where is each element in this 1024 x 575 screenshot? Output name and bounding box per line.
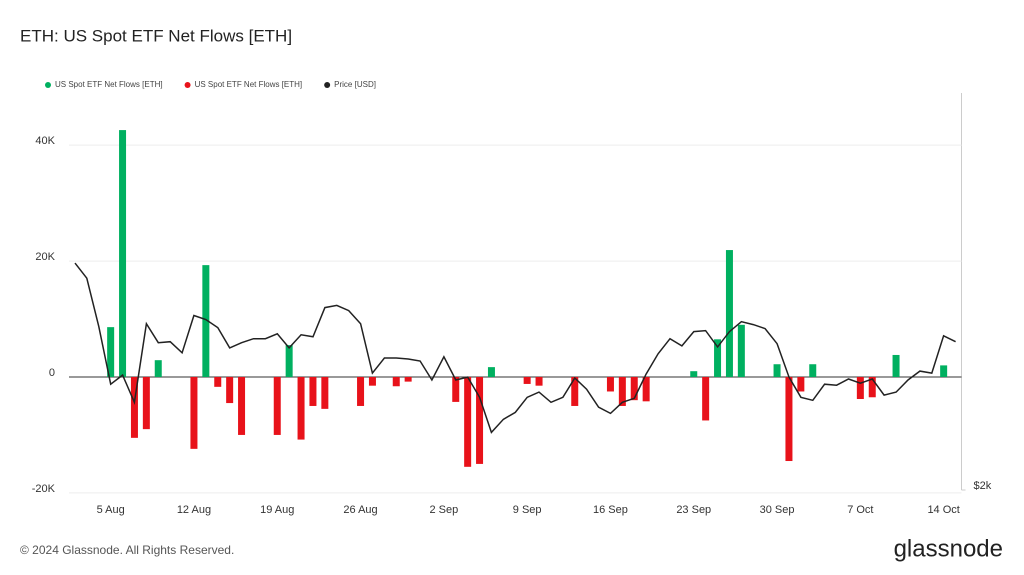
bar [571,376,579,406]
copyright: © 2024 Glassnode. All Rights Reserved. [20,543,234,557]
brand-logo: glassnode [894,535,1003,562]
legend-marker [45,82,51,88]
x-tick-label: 9 Sep [513,504,542,516]
legend-label: US Spot ETF Net Flows [ETH] [195,80,303,89]
x-tick-label: 14 Oct [927,504,959,516]
y-tick-label: -20K [32,483,56,495]
x-tick-label: 16 Sep [593,504,628,516]
bar [130,376,138,438]
bar [714,339,722,377]
bar [154,360,162,377]
x-tick-label: 7 Oct [847,504,873,516]
bar [202,265,210,377]
bar [725,250,733,377]
bar [785,376,793,462]
bar [690,371,698,377]
bar [357,376,365,406]
bar [392,376,400,387]
bar [142,376,150,430]
bar [226,376,234,404]
bar [273,376,281,435]
bar [476,376,484,464]
x-tick-label: 30 Sep [760,504,795,516]
bar [214,376,222,387]
bar [737,324,745,377]
legend-marker [324,82,331,88]
bar [464,376,472,467]
x-tick-label: 2 Sep [429,504,458,516]
bar [119,130,127,377]
bar [606,376,614,392]
legend-marker [184,82,191,88]
legend-label: Price [USD] [334,80,376,89]
x-tick-label: 12 Aug [177,504,211,516]
bar [618,376,626,406]
bar [404,376,412,382]
bar [487,367,495,377]
y-tick-label: 40K [35,135,55,147]
bar [107,327,115,377]
bar [238,376,246,435]
bar [797,376,805,392]
chart-title: ETH: US Spot ETF Net Flows [ETH] [20,26,292,45]
bar [190,376,198,449]
bar [773,364,781,377]
price-line [74,262,956,434]
x-tick-label: 26 Aug [343,504,377,516]
bar [297,376,305,440]
x-tick-label: 5 Aug [97,504,125,516]
bar [321,376,329,409]
bar [892,354,900,377]
bar [809,364,817,377]
y-tick-label: 0 [49,367,55,379]
bar [368,376,376,386]
x-tick-label: 19 Aug [260,504,294,516]
bar [642,376,650,402]
y-tick-label: 20K [35,251,55,263]
bar [856,376,864,400]
bar [523,376,531,384]
bar [452,376,460,402]
bar [702,376,710,421]
bar [285,345,293,377]
bar [630,376,638,401]
bar [868,376,876,398]
bar [535,376,543,386]
bar [940,365,948,377]
x-tick-label: 23 Sep [676,504,711,516]
y2-tick-label: $2k [974,480,992,492]
bar [309,376,317,406]
legend-label: US Spot ETF Net Flows [ETH] [55,80,163,89]
